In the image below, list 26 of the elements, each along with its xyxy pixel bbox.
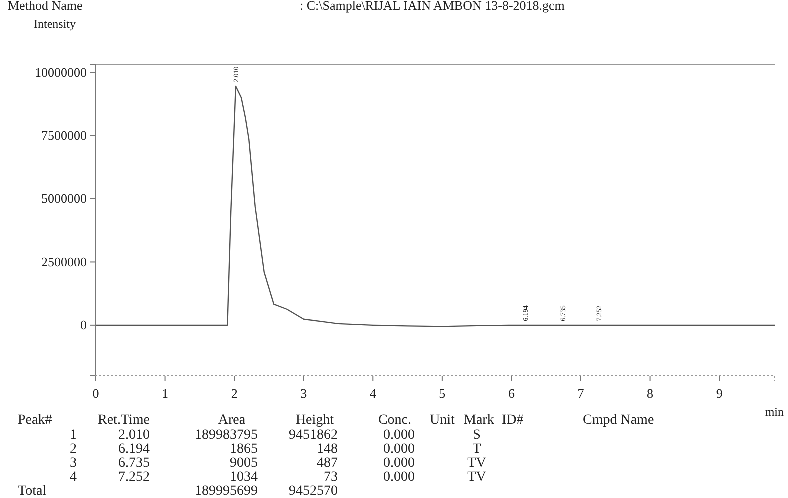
text: Total 189995699 9452570 bbox=[18, 484, 338, 498]
text: 1 2.010 189983795 9451862 0.000 S bbox=[70, 428, 481, 443]
x-tick-label: 6 bbox=[508, 386, 516, 402]
y-tick-label: 10000000 bbox=[35, 64, 87, 80]
x-tick-label: 1 bbox=[162, 386, 169, 402]
text: 3 6.735 9005 487 0.000 TV bbox=[70, 456, 486, 471]
x-tick-label: 8 bbox=[647, 386, 654, 402]
y-tick-label: 2500000 bbox=[42, 254, 87, 270]
x-tick-label: 5 bbox=[439, 386, 446, 402]
y-tick-label: 5000000 bbox=[42, 191, 87, 206]
x-tick-label: 0 bbox=[92, 386, 100, 402]
x-tick-label: 3 bbox=[300, 386, 308, 402]
y-axis-title: Intensity bbox=[34, 17, 76, 31]
chart-title: Method Name bbox=[8, 0, 83, 13]
line-series bbox=[95, 86, 776, 328]
y-tick-label: 7500000 bbox=[42, 128, 87, 143]
x-tick-label: 2 bbox=[231, 386, 238, 402]
text: 2 6.194 1865 148 0.000 T bbox=[70, 442, 482, 457]
x-tick-label: 9 bbox=[716, 386, 723, 402]
chart-subtitle: : C:\Sample\RIJAL IAIN AMBON 13-8-2018.gcm bbox=[300, 0, 565, 13]
x-tick-label: 7 bbox=[578, 386, 585, 402]
text: 4 7.252 1034 73 0.000 TV bbox=[70, 470, 486, 485]
y-tick-label: 0 bbox=[80, 318, 87, 333]
x-axis-title: min bbox=[765, 405, 784, 419]
x-tick-label: 4 bbox=[370, 386, 377, 402]
text: Peak# Ret.Time Area Height Conc. Unit Mark ID# Cmpd Name bbox=[18, 413, 654, 428]
